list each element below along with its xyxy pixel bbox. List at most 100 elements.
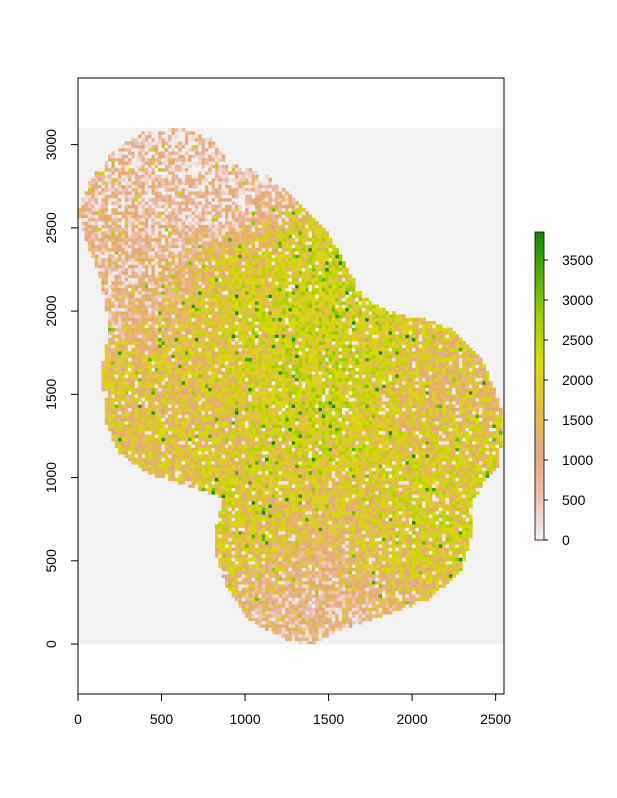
raster-cell xyxy=(118,341,122,345)
raster-cell xyxy=(214,467,219,472)
raster-cell xyxy=(194,457,199,462)
raster-cell xyxy=(235,341,239,345)
raster-cell xyxy=(121,274,126,279)
raster-cell xyxy=(204,430,209,435)
raster-cell xyxy=(148,224,152,229)
raster-cell xyxy=(204,167,209,172)
raster-cell xyxy=(241,594,246,598)
raster-cell xyxy=(138,137,142,142)
raster-cell xyxy=(118,171,122,175)
raster-cell xyxy=(181,437,186,442)
raster-cell xyxy=(191,194,196,199)
raster-cell xyxy=(251,427,256,432)
raster-cell xyxy=(214,381,219,385)
raster-cell xyxy=(221,347,226,352)
raster-cell xyxy=(201,394,206,398)
raster-cell xyxy=(184,400,189,405)
raster-cell xyxy=(184,201,189,205)
raster-cell xyxy=(204,321,209,325)
raster-cell xyxy=(178,294,182,299)
raster-cell xyxy=(225,497,229,502)
raster-cell xyxy=(171,141,176,145)
raster-cell xyxy=(181,337,186,342)
raster-cell xyxy=(211,244,216,249)
raster-cell xyxy=(121,361,126,365)
raster-cell xyxy=(178,147,182,152)
raster-cell xyxy=(225,580,229,585)
raster-cell xyxy=(148,457,152,462)
raster-cell xyxy=(144,361,149,365)
raster-cell xyxy=(198,400,202,405)
raster-cell xyxy=(158,307,162,312)
raster-cell xyxy=(211,254,216,259)
raster-cell xyxy=(208,361,212,365)
raster-cell xyxy=(138,197,142,202)
raster-cell xyxy=(101,257,106,262)
raster-cell xyxy=(231,400,236,405)
raster-cell xyxy=(238,221,243,225)
raster-cell xyxy=(251,434,256,438)
raster-cell xyxy=(198,301,202,305)
raster-cell xyxy=(104,221,109,225)
raster-cell xyxy=(225,577,229,582)
raster-cell xyxy=(114,374,119,379)
raster-cell xyxy=(214,157,219,162)
raster-cell xyxy=(241,377,246,382)
raster-cell xyxy=(161,337,166,342)
raster-cell xyxy=(151,234,156,239)
raster-cell xyxy=(158,377,162,382)
raster-cell xyxy=(194,407,199,412)
raster-cell xyxy=(131,347,136,352)
raster-cell xyxy=(144,381,149,385)
raster-cell xyxy=(134,161,139,165)
raster-cell xyxy=(218,337,223,342)
raster-cell xyxy=(104,394,109,398)
raster-cell xyxy=(194,284,199,289)
raster-cell xyxy=(198,137,202,142)
raster-cell xyxy=(235,317,239,322)
raster-cell xyxy=(251,554,256,558)
raster-cell xyxy=(138,344,142,349)
raster-cell xyxy=(174,314,179,319)
raster-cell xyxy=(144,467,149,472)
raster-cell xyxy=(174,277,179,282)
raster-cell xyxy=(148,311,152,315)
raster-cell xyxy=(118,430,122,435)
raster-cell xyxy=(194,297,199,302)
raster-cell xyxy=(181,287,186,292)
raster-cell xyxy=(151,174,156,179)
raster-cell xyxy=(211,477,216,482)
raster-cell xyxy=(124,414,129,418)
raster-cell xyxy=(235,227,239,232)
raster-cell xyxy=(164,387,169,392)
raster-cell xyxy=(198,307,202,312)
raster-cell xyxy=(94,251,99,255)
raster-cell xyxy=(151,314,156,319)
raster-cell xyxy=(108,291,112,295)
raster-cell xyxy=(128,334,132,339)
raster-cell xyxy=(245,324,249,329)
raster-cell xyxy=(225,527,229,532)
raster-cell xyxy=(111,281,116,285)
raster-cell xyxy=(128,324,132,329)
raster-cell xyxy=(211,317,216,322)
raster-cell xyxy=(138,267,142,272)
raster-cell xyxy=(114,277,119,282)
raster-cell xyxy=(134,137,139,142)
raster-cell xyxy=(191,237,196,242)
raster-cell xyxy=(251,527,256,532)
raster-cell xyxy=(154,251,159,255)
raster-cell xyxy=(174,197,179,202)
raster-cell xyxy=(228,544,233,548)
raster-cell xyxy=(178,214,182,219)
raster-cell xyxy=(238,594,243,598)
raster-cell xyxy=(174,194,179,199)
raster-cell xyxy=(241,407,246,412)
raster-cell xyxy=(121,194,126,199)
raster-cell xyxy=(144,424,149,428)
raster-cell xyxy=(151,347,156,352)
raster-cell xyxy=(184,460,189,465)
raster-cell xyxy=(131,460,136,465)
raster-cell xyxy=(188,364,192,369)
raster-cell xyxy=(208,440,212,445)
